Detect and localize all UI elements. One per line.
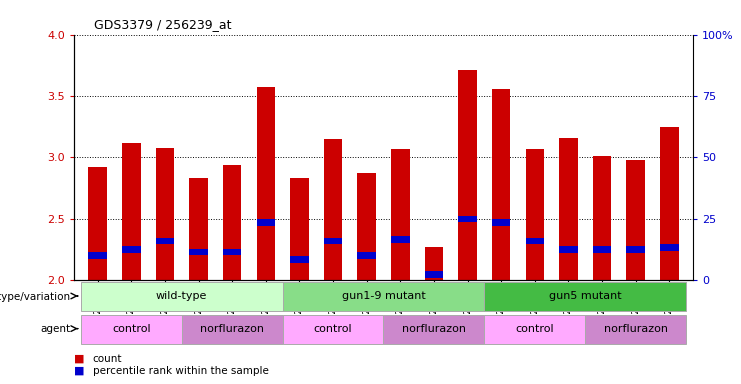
- Bar: [290, 178, 309, 280]
- Text: GDS3379 / 256239_at: GDS3379 / 256239_at: [94, 18, 232, 31]
- Bar: [189, 249, 207, 255]
- Bar: [626, 246, 645, 253]
- Text: count: count: [93, 354, 122, 364]
- Bar: [324, 238, 342, 244]
- Bar: [256, 88, 275, 280]
- Bar: [458, 215, 476, 222]
- Text: percentile rank within the sample: percentile rank within the sample: [93, 366, 268, 376]
- Text: ■: ■: [74, 366, 84, 376]
- Bar: [626, 160, 645, 280]
- Bar: [492, 89, 511, 280]
- Bar: [593, 246, 611, 253]
- Bar: [189, 178, 207, 280]
- Bar: [282, 282, 485, 311]
- Bar: [357, 252, 376, 259]
- Text: control: control: [516, 324, 554, 334]
- Bar: [458, 70, 476, 280]
- Bar: [559, 246, 578, 253]
- Text: genotype/variation: genotype/variation: [0, 291, 70, 302]
- Text: control: control: [313, 324, 352, 334]
- Bar: [660, 127, 679, 280]
- Bar: [492, 219, 511, 226]
- Bar: [485, 314, 585, 344]
- Bar: [81, 282, 282, 311]
- Bar: [391, 237, 410, 243]
- Bar: [485, 282, 686, 311]
- Text: norflurazon: norflurazon: [604, 324, 668, 334]
- Text: gun1-9 mutant: gun1-9 mutant: [342, 291, 425, 301]
- Bar: [122, 143, 141, 280]
- Text: agent: agent: [40, 324, 70, 334]
- Bar: [88, 167, 107, 280]
- Bar: [81, 314, 182, 344]
- Bar: [223, 165, 242, 280]
- Bar: [223, 249, 242, 255]
- Bar: [525, 238, 544, 244]
- Text: norflurazon: norflurazon: [402, 324, 466, 334]
- Bar: [585, 314, 686, 344]
- Bar: [156, 147, 174, 280]
- Text: norflurazon: norflurazon: [200, 324, 264, 334]
- Bar: [88, 252, 107, 259]
- Bar: [324, 139, 342, 280]
- Text: gun5 mutant: gun5 mutant: [549, 291, 622, 301]
- Bar: [182, 314, 282, 344]
- Bar: [559, 138, 578, 280]
- Bar: [660, 244, 679, 250]
- Text: control: control: [112, 324, 150, 334]
- Bar: [391, 149, 410, 280]
- Bar: [290, 256, 309, 263]
- Bar: [525, 149, 544, 280]
- Bar: [357, 174, 376, 280]
- Bar: [425, 247, 443, 280]
- Bar: [384, 314, 485, 344]
- Bar: [122, 246, 141, 253]
- Bar: [282, 314, 384, 344]
- Bar: [593, 156, 611, 280]
- Bar: [425, 271, 443, 278]
- Text: ■: ■: [74, 354, 84, 364]
- Text: wild-type: wild-type: [156, 291, 207, 301]
- Bar: [156, 238, 174, 244]
- Bar: [256, 219, 275, 226]
